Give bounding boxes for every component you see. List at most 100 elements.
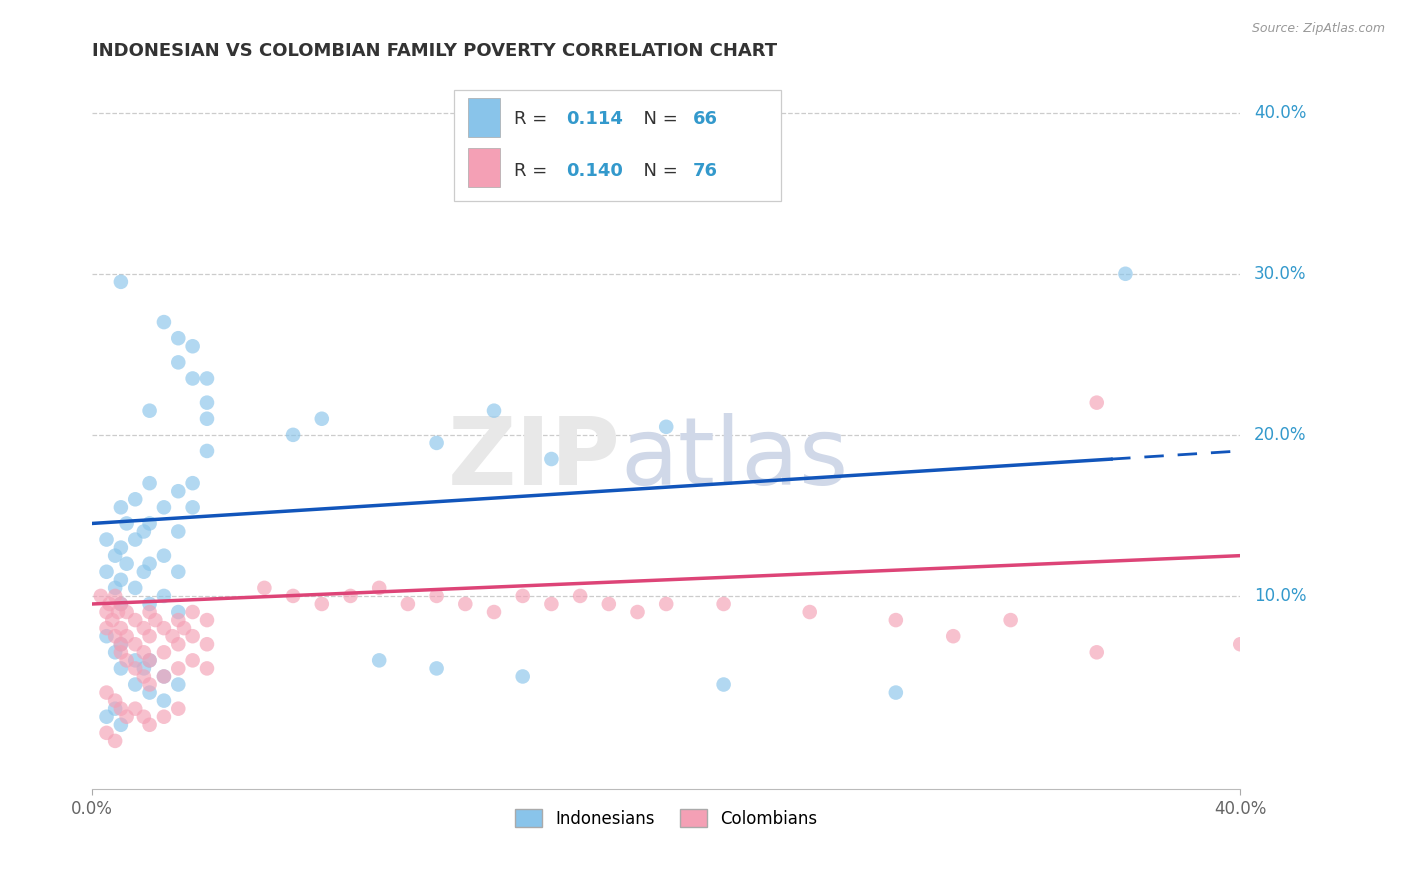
Point — [107, 605, 129, 619]
Point — [138, 476, 160, 491]
Point — [124, 637, 146, 651]
Point — [598, 597, 620, 611]
Point — [281, 589, 304, 603]
Point — [153, 645, 176, 659]
Point — [104, 734, 127, 748]
Point — [167, 484, 190, 499]
Point — [569, 589, 592, 603]
Point — [153, 589, 176, 603]
Point — [167, 661, 190, 675]
Point — [655, 419, 678, 434]
Point — [110, 597, 132, 611]
Point — [426, 589, 449, 603]
Text: 0.140: 0.140 — [567, 161, 623, 179]
Point — [153, 710, 176, 724]
Point — [98, 597, 121, 611]
Point — [167, 613, 190, 627]
Point — [799, 605, 821, 619]
Point — [104, 645, 127, 659]
Point — [482, 403, 505, 417]
Point — [110, 661, 132, 675]
Text: 76: 76 — [693, 161, 717, 179]
Point — [153, 621, 176, 635]
Text: 10.0%: 10.0% — [1254, 587, 1306, 605]
Point — [195, 371, 218, 385]
Point — [181, 605, 204, 619]
Point — [162, 629, 184, 643]
Legend: Indonesians, Colombians: Indonesians, Colombians — [509, 803, 824, 835]
Point — [96, 565, 118, 579]
Point — [153, 500, 176, 515]
Point — [124, 581, 146, 595]
Point — [173, 621, 195, 635]
Point — [426, 661, 449, 675]
Point — [96, 710, 118, 724]
Point — [153, 669, 176, 683]
Bar — [468, 97, 499, 137]
Point — [138, 403, 160, 417]
Point — [110, 637, 132, 651]
Point — [132, 621, 155, 635]
Point — [138, 557, 160, 571]
Point — [426, 436, 449, 450]
Point — [1085, 645, 1108, 659]
Point — [110, 573, 132, 587]
Point — [512, 589, 534, 603]
Point — [132, 645, 155, 659]
Point — [90, 589, 112, 603]
Point — [124, 533, 146, 547]
Point — [195, 661, 218, 675]
Point — [124, 613, 146, 627]
Point — [104, 549, 127, 563]
Bar — [468, 148, 499, 187]
Point — [104, 581, 127, 595]
Point — [512, 669, 534, 683]
Point — [396, 597, 419, 611]
Point — [253, 581, 276, 595]
Point — [96, 685, 118, 699]
Text: 0.114: 0.114 — [567, 110, 623, 128]
Point — [884, 613, 907, 627]
Point — [96, 621, 118, 635]
Point — [454, 597, 477, 611]
Point — [1000, 613, 1022, 627]
Point — [138, 516, 160, 531]
Point — [132, 661, 155, 675]
Point — [115, 516, 138, 531]
Text: N =: N = — [631, 110, 683, 128]
Point — [167, 331, 190, 345]
Point — [138, 653, 160, 667]
Text: 20.0%: 20.0% — [1254, 425, 1306, 444]
Point — [124, 677, 146, 691]
Point — [132, 669, 155, 683]
Point — [138, 718, 160, 732]
Text: Source: ZipAtlas.com: Source: ZipAtlas.com — [1251, 22, 1385, 36]
Text: INDONESIAN VS COLOMBIAN FAMILY POVERTY CORRELATION CHART: INDONESIAN VS COLOMBIAN FAMILY POVERTY C… — [93, 42, 778, 60]
Point — [181, 476, 204, 491]
Point — [110, 621, 132, 635]
Text: ZIP: ZIP — [447, 414, 620, 506]
Point — [195, 444, 218, 458]
Point — [124, 661, 146, 675]
Point — [110, 500, 132, 515]
Point — [138, 677, 160, 691]
Point — [115, 653, 138, 667]
Text: 40.0%: 40.0% — [1254, 103, 1306, 121]
Point — [153, 693, 176, 707]
Point — [181, 339, 204, 353]
Point — [167, 701, 190, 715]
Point — [132, 565, 155, 579]
Point — [167, 524, 190, 539]
Point — [368, 653, 391, 667]
Point — [110, 597, 132, 611]
Point — [138, 653, 160, 667]
Point — [143, 613, 166, 627]
Point — [138, 605, 160, 619]
Point — [167, 637, 190, 651]
Point — [655, 597, 678, 611]
Point — [110, 645, 132, 659]
Point — [368, 581, 391, 595]
Point — [167, 677, 190, 691]
Point — [101, 613, 124, 627]
Point — [153, 549, 176, 563]
